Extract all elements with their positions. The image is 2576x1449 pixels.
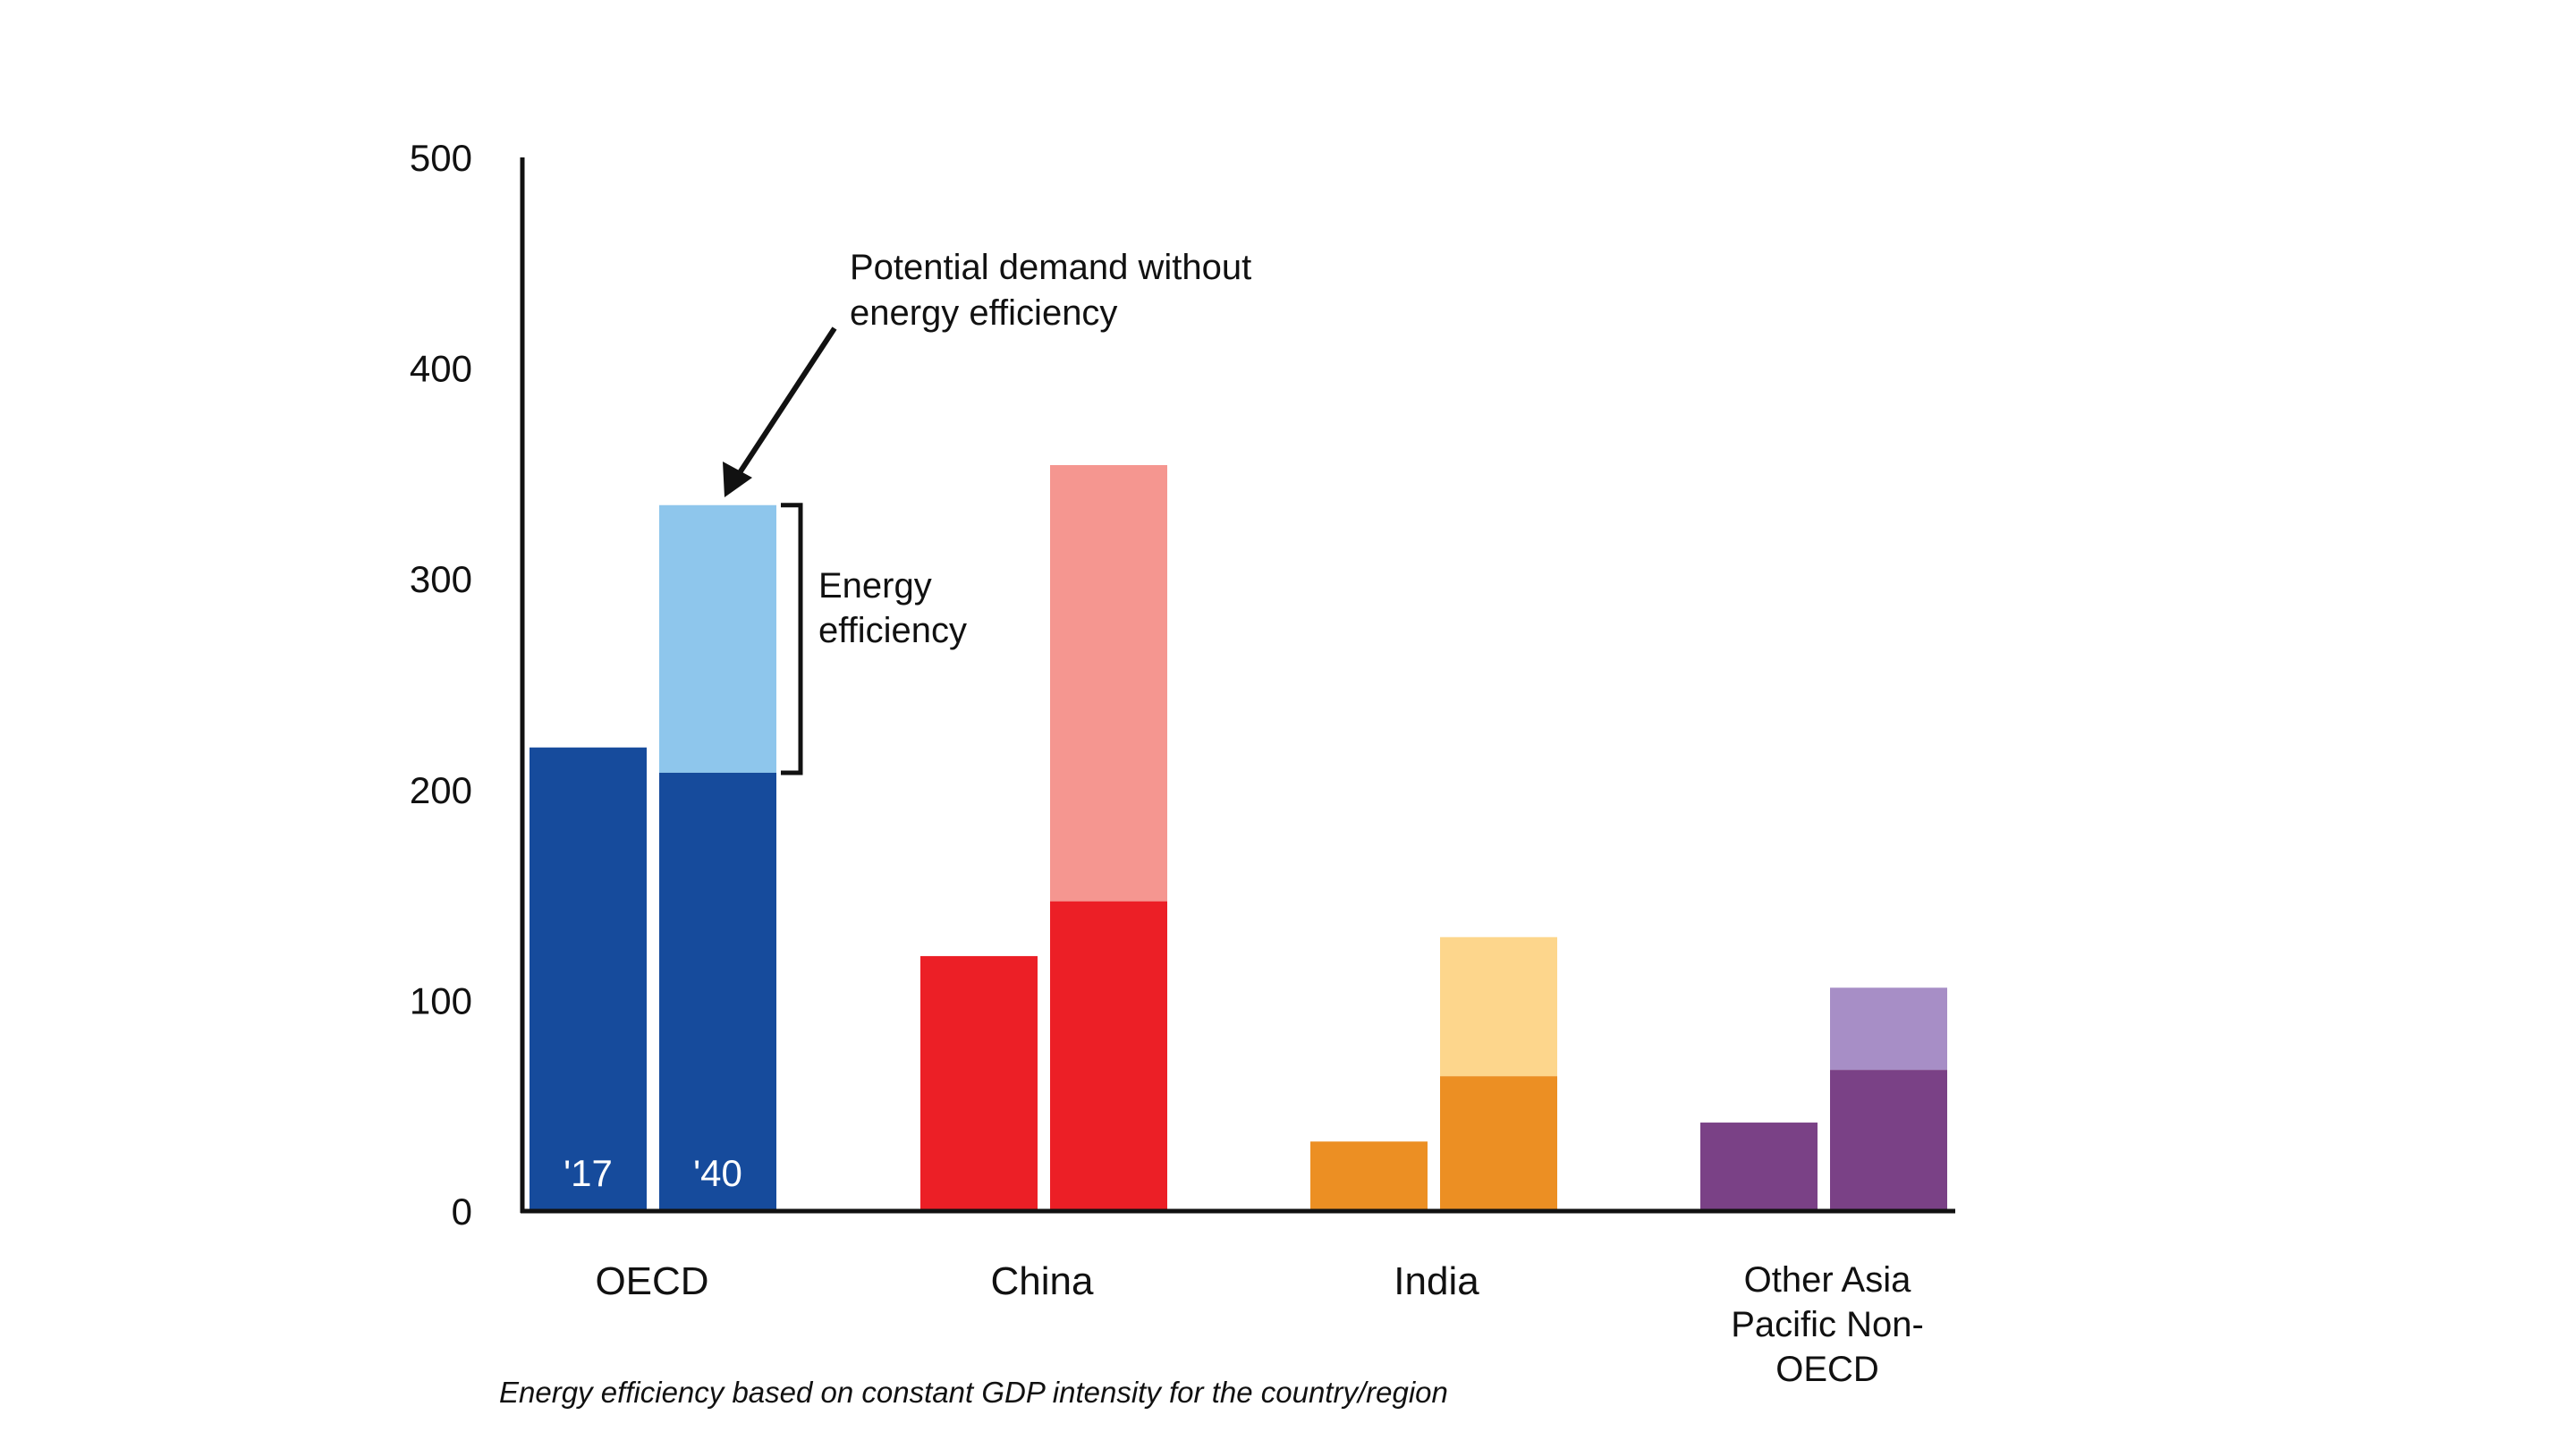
bar-other-asia-pacific-non-oecd-17-actual-segment (1700, 1123, 1818, 1211)
y-tick-label-0: 0 (452, 1191, 472, 1233)
potential-demand-annotation-line-2: energy efficiency (850, 293, 1117, 333)
category-label-oecd: OECD (595, 1259, 708, 1303)
bar-china-40-efficiency-segment (1050, 464, 1167, 902)
y-tick-label-200: 200 (410, 769, 472, 811)
year-label-40: '40 (693, 1152, 742, 1194)
chart-footnote: Energy efficiency based on constant GDP … (499, 1376, 1448, 1409)
bar-india-40-efficiency-segment (1440, 936, 1557, 1077)
year-label-17: '17 (564, 1152, 613, 1194)
bar-india-17-actual-segment (1310, 1141, 1428, 1211)
category-label-other-asia-pacific-non-oecd-line-3: OECD (1775, 1350, 1879, 1389)
potential-demand-arrow-head (723, 462, 752, 497)
bar-china-40-actual-segment (1050, 901, 1167, 1211)
category-label-other-asia-pacific-non-oecd-line-2: Pacific Non- (1731, 1305, 1924, 1344)
y-tick-label-400: 400 (410, 348, 472, 390)
bar-oecd-40-actual-segment (659, 772, 776, 1211)
bar-china-17-actual-segment (920, 955, 1038, 1211)
bar-oecd-40-efficiency-segment (659, 504, 776, 773)
category-label-india: India (1394, 1259, 1479, 1303)
y-tick-label-100: 100 (410, 979, 472, 1021)
energy-efficiency-annotation-line-2: efficiency (818, 611, 967, 650)
bar-india-40-actual-segment (1440, 1076, 1557, 1211)
potential-demand-arrow-line (736, 326, 837, 476)
bar-oecd-17-actual-segment (530, 747, 647, 1211)
bar-other-asia-pacific-non-oecd-40-actual-segment (1830, 1070, 1947, 1211)
energy-efficiency-bracket (781, 503, 803, 775)
y-tick-label-300: 300 (410, 558, 472, 600)
energy-efficiency-annotation-line-1: Energy (818, 566, 932, 606)
category-label-china: China (991, 1259, 1094, 1303)
bar-other-asia-pacific-non-oecd-40-efficiency-segment (1830, 987, 1947, 1071)
y-tick-label-500: 500 (410, 137, 472, 179)
category-label-other-asia-pacific-non-oecd-line-1: Other Asia (1744, 1260, 1912, 1300)
potential-demand-annotation-line-1: Potential demand without (850, 248, 1251, 287)
